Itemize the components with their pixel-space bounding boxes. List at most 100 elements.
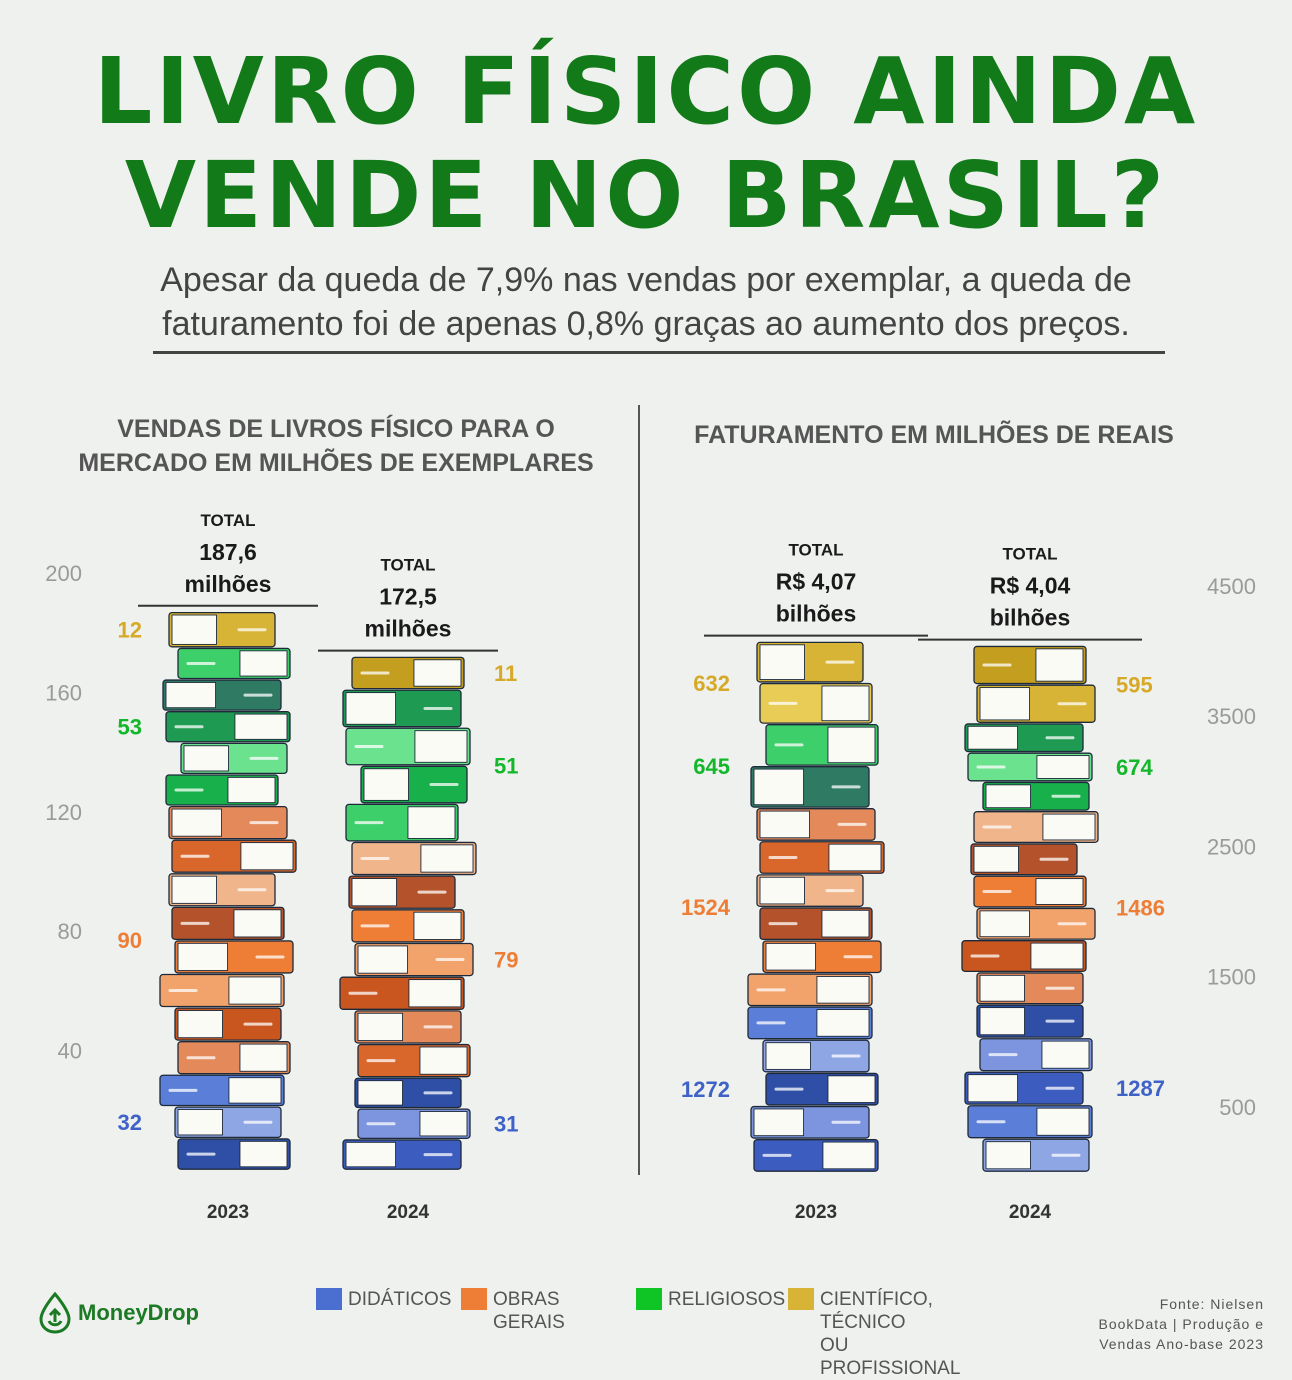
chart-2-bar-didaticos-2024-book-3: [964, 1071, 1084, 1105]
chart-divider: [638, 405, 640, 1175]
chart-2-bar-cientifico-2024-book-2: [976, 684, 1096, 723]
chart-2-bar-didaticos-2024-book-2: [979, 1038, 1093, 1072]
chart-1-group: [159, 611, 477, 1170]
chart-2-total-unit-2023: bilhões: [776, 601, 857, 627]
chart-2-bar-didaticos-2023-book-1: [747, 1006, 873, 1040]
chart-2-bar-didaticos-2023-book-4: [750, 1105, 870, 1139]
chart-2-title: FATURAMENTO EM MILHÕES DE REAIS: [660, 418, 1208, 452]
chart-2-bar-religiosos-2024-book-2: [967, 752, 1093, 782]
chart-1-tick-120: 120: [45, 800, 82, 825]
chart-1-bar-obras-gerais-2023-book-6: [159, 973, 285, 1008]
chart-1-category-2024: 2024: [387, 1202, 430, 1223]
chart-1-bar-religiosos-2023-book-2: [162, 679, 282, 711]
chart-2-bar-obras-gerais-2024-book-2: [970, 843, 1078, 876]
legend-swatch-didaticos: [316, 1288, 342, 1310]
chart-2-value-label-religiosos-2024: 674: [1116, 755, 1153, 780]
chart-1-total-unit-2024: milhões: [365, 616, 452, 642]
brand-name: MoneyDrop: [78, 1300, 199, 1325]
title-line-2: VENDE NO BRASIL?: [124, 142, 1168, 249]
legend-label-didaticos: DIDÁTICOS: [348, 1289, 452, 1310]
chart-1-bar-religiosos-2023-book-4: [180, 742, 288, 775]
chart-2-bar-religiosos-2023-book-2: [750, 766, 870, 808]
source-line-3: Vendas Ano-base 2023: [1099, 1336, 1264, 1352]
chart-2-bar-obras-gerais-2024-book-5: [961, 940, 1087, 973]
chart-2-value-label-religiosos-2023: 645: [693, 754, 730, 779]
chart-2-value-label-obras-gerais-2024: 1486: [1116, 896, 1165, 921]
source-note: Fonte: Nielsen BookData | Produção e Ven…: [1098, 1294, 1264, 1354]
chart-1-bar-religiosos-2024-book-2: [345, 727, 471, 766]
chart-1-tick-40: 40: [58, 1039, 82, 1064]
chart-2-value-label-cientifico-2023: 632: [693, 671, 730, 696]
chart-2-bar-obras-gerais-2024-book-1: [973, 811, 1099, 843]
chart-2-bar-obras-gerais-2023-book-1: [756, 808, 876, 841]
chart-1-title: VENDAS DE LIVROS FÍSICO PARA O MERCADO E…: [40, 412, 632, 480]
legend-label-religiosos: RELIGIOSOS: [668, 1289, 786, 1310]
chart-2-tick-2500: 2500: [1207, 834, 1256, 859]
chart-2-category-2024: 2024: [1009, 1202, 1052, 1223]
chart-1-category-2023: 2023: [207, 1202, 249, 1223]
legend-label-cientifico: CIENTÍFICO, TÉCNICO OU PROFISSIONAL: [820, 1288, 960, 1380]
chart-2-bar-cientifico-2023-book-1: [756, 641, 864, 683]
chart-2-bar-obras-gerais-2024-book-4: [976, 907, 1096, 940]
legend-label-obras-gerais: OBRAS GERAIS: [493, 1289, 565, 1333]
chart-2-bar-didaticos-2023-book-3: [765, 1072, 879, 1106]
chart-1-tick-200: 200: [45, 561, 82, 586]
chart-2-value-label-obras-gerais-2023: 1524: [681, 895, 731, 920]
chart-2-total-value-2023: R$ 4,07: [776, 569, 857, 595]
subtitle-underline: [153, 351, 1165, 354]
chart-1-total-value-2023: 187,6: [199, 539, 257, 565]
chart-1-total-value-2024: 172,5: [379, 584, 437, 610]
chart-1-value-label-didaticos-2023: 32: [118, 1110, 142, 1135]
chart-2-category-2023: 2023: [795, 1202, 837, 1223]
chart-1-value-label-obras-gerais-2024: 79: [494, 948, 518, 973]
chart-2-tick-3500: 3500: [1207, 704, 1256, 729]
chart-1-tick-160: 160: [45, 680, 82, 705]
chart-1-bar-obras-gerais-2023-book-3: [168, 873, 276, 907]
legend-item-cientifico: CIENTÍFICO, TÉCNICO OU PROFISSIONAL: [788, 1288, 960, 1380]
chart-1-bar-religiosos-2023-book-5: [165, 774, 279, 806]
chart-1-bar-obras-gerais-2023-book-1: [168, 805, 288, 840]
legend-swatch-cientifico: [788, 1288, 814, 1310]
chart-2-tick-4500: 4500: [1207, 574, 1256, 599]
chart-2-bar-obras-gerais-2023-book-4: [759, 907, 873, 941]
chart-1-bar-obras-gerais-2024-book-7: [357, 1043, 471, 1078]
chart-2-total-label-2023: TOTAL: [788, 541, 843, 560]
chart-1-bar-religiosos-2024-book-4: [345, 803, 459, 842]
source-line-1: Fonte: Nielsen: [1159, 1296, 1264, 1312]
chart-1-bar-didaticos-2024-book-2: [357, 1108, 471, 1140]
chart-2-group: [747, 641, 1099, 1172]
chart-1-bar-obras-gerais-2024-book-1: [351, 841, 477, 876]
chart-1-value-label-religiosos-2023: 53: [118, 715, 142, 740]
chart-1-bar-religiosos-2023-book-3: [165, 711, 291, 743]
chart-1-bar-religiosos-2024-book-3: [360, 765, 468, 804]
legend-swatch-obras-gerais: [461, 1288, 487, 1310]
chart-2-bar-didaticos-2023-book-2: [762, 1039, 870, 1073]
chart-1-bar-obras-gerais-2024-book-2: [348, 875, 456, 909]
chart-2-value-label-cientifico-2024: 595: [1116, 672, 1153, 697]
chart-1-bar-didaticos-2023-book-2: [174, 1106, 282, 1139]
chart-2-bar-obras-gerais-2023-book-5: [762, 940, 882, 974]
chart-2-bar-obras-gerais-2023-book-3: [756, 874, 864, 907]
chart-1-bar-didaticos-2024-book-1: [354, 1077, 462, 1109]
chart-1-bar-religiosos-2023-book-1: [177, 647, 291, 680]
chart-1-bar-obras-gerais-2024-book-4: [354, 942, 474, 977]
subtitle: Apesar da queda de 7,9% nas vendas por e…: [60, 258, 1232, 346]
chart-1-bar-obras-gerais-2023-book-8: [177, 1041, 291, 1075]
page-title: LIVRO FÍSICO AINDA VENDE NO BRASIL?: [0, 40, 1292, 248]
chart-1-total-label-2024: TOTAL: [380, 556, 435, 575]
chart-1-bar-didaticos-2024-book-3: [342, 1139, 462, 1170]
chart-1-bar-obras-gerais-2024-book-6: [354, 1010, 462, 1044]
chart-1-total-label-2023: TOTAL: [200, 511, 255, 530]
chart-2-bar-didaticos-2024-book-1: [976, 1004, 1084, 1038]
chart-1-bar-obras-gerais-2023-book-5: [174, 940, 294, 974]
chart-2-tick-1500: 1500: [1207, 965, 1256, 990]
brand-logo: MoneyDrop: [38, 1292, 199, 1334]
chart-2-bar-obras-gerais-2023-book-2: [759, 841, 885, 874]
chart-2-bar-religiosos-2024-book-3: [982, 781, 1090, 811]
chart-2-bar-cientifico-2023-book-2: [759, 682, 873, 724]
chart-1-bar-obras-gerais-2023-book-4: [171, 906, 285, 941]
chart-2-value-label-didaticos-2023: 1272: [681, 1077, 730, 1102]
chart-1-value-label-didaticos-2024: 31: [494, 1112, 518, 1137]
chart-1-total-unit-2023: milhões: [185, 571, 272, 597]
drop-icon: [39, 1292, 71, 1334]
